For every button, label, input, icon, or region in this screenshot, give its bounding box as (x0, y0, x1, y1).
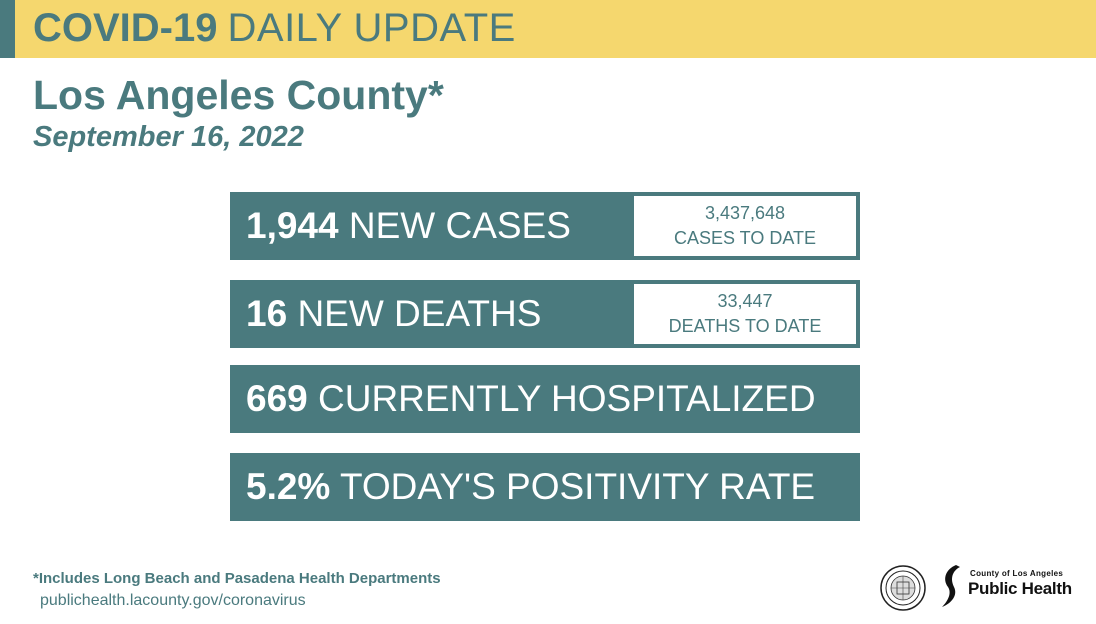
new-deaths-number: 16 (246, 293, 288, 334)
logo-county-text: County of Los Angeles (970, 569, 1064, 578)
county-title: Los Angeles County* (33, 72, 444, 118)
hospitalized-text: 669 CURRENTLY HOSPITALIZED (246, 365, 816, 433)
county-seal-icon (880, 565, 926, 611)
banner-title: COVID-19 DAILY UPDATE (33, 5, 516, 51)
hospitalized-label: CURRENTLY HOSPITALIZED (318, 378, 816, 419)
positivity-label: TODAY'S POSITIVITY RATE (339, 466, 816, 507)
footnote: *Includes Long Beach and Pasadena Health… (33, 570, 441, 587)
deaths-to-date-label: DEATHS TO DATE (668, 316, 822, 336)
positivity-number: 5.2% (246, 466, 331, 507)
new-deaths-text: 16 NEW DEATHS (246, 280, 541, 348)
website-link[interactable]: publichealth.lacounty.gov/coronavirus (40, 592, 306, 609)
new-deaths-label: NEW DEATHS (297, 293, 542, 334)
positivity-text: 5.2% TODAY'S POSITIVITY RATE (246, 453, 815, 521)
logo-public-health-text: Public Health (968, 579, 1072, 598)
banner-title-bold: COVID-19 (33, 6, 218, 50)
deaths-to-date-number: 33,447 (717, 291, 773, 311)
new-cases-label: NEW CASES (348, 205, 571, 246)
public-health-swoosh-icon (942, 565, 960, 607)
new-cases-text: 1,944 NEW CASES (246, 192, 571, 260)
deaths-to-date-box: 33,447 DEATHS TO DATE (634, 284, 856, 344)
cases-to-date-label: CASES TO DATE (673, 228, 817, 248)
cases-to-date-number: 3,437,648 (704, 203, 786, 223)
new-cases-box: 1,944 NEW CASES 3,437,648 CASES TO DATE (230, 192, 860, 260)
report-date: September 16, 2022 (33, 121, 304, 153)
banner-accent-bar (0, 0, 15, 58)
new-cases-number: 1,944 (246, 205, 339, 246)
hospitalized-box: 669 CURRENTLY HOSPITALIZED (230, 365, 860, 433)
positivity-box: 5.2% TODAY'S POSITIVITY RATE (230, 453, 860, 521)
hospitalized-number: 669 (246, 378, 308, 419)
new-deaths-box: 16 NEW DEATHS 33,447 DEATHS TO DATE (230, 280, 860, 348)
cases-to-date-box: 3,437,648 CASES TO DATE (634, 196, 856, 256)
banner-title-light: DAILY UPDATE (227, 6, 516, 50)
header-banner: COVID-19 DAILY UPDATE (0, 0, 1096, 58)
